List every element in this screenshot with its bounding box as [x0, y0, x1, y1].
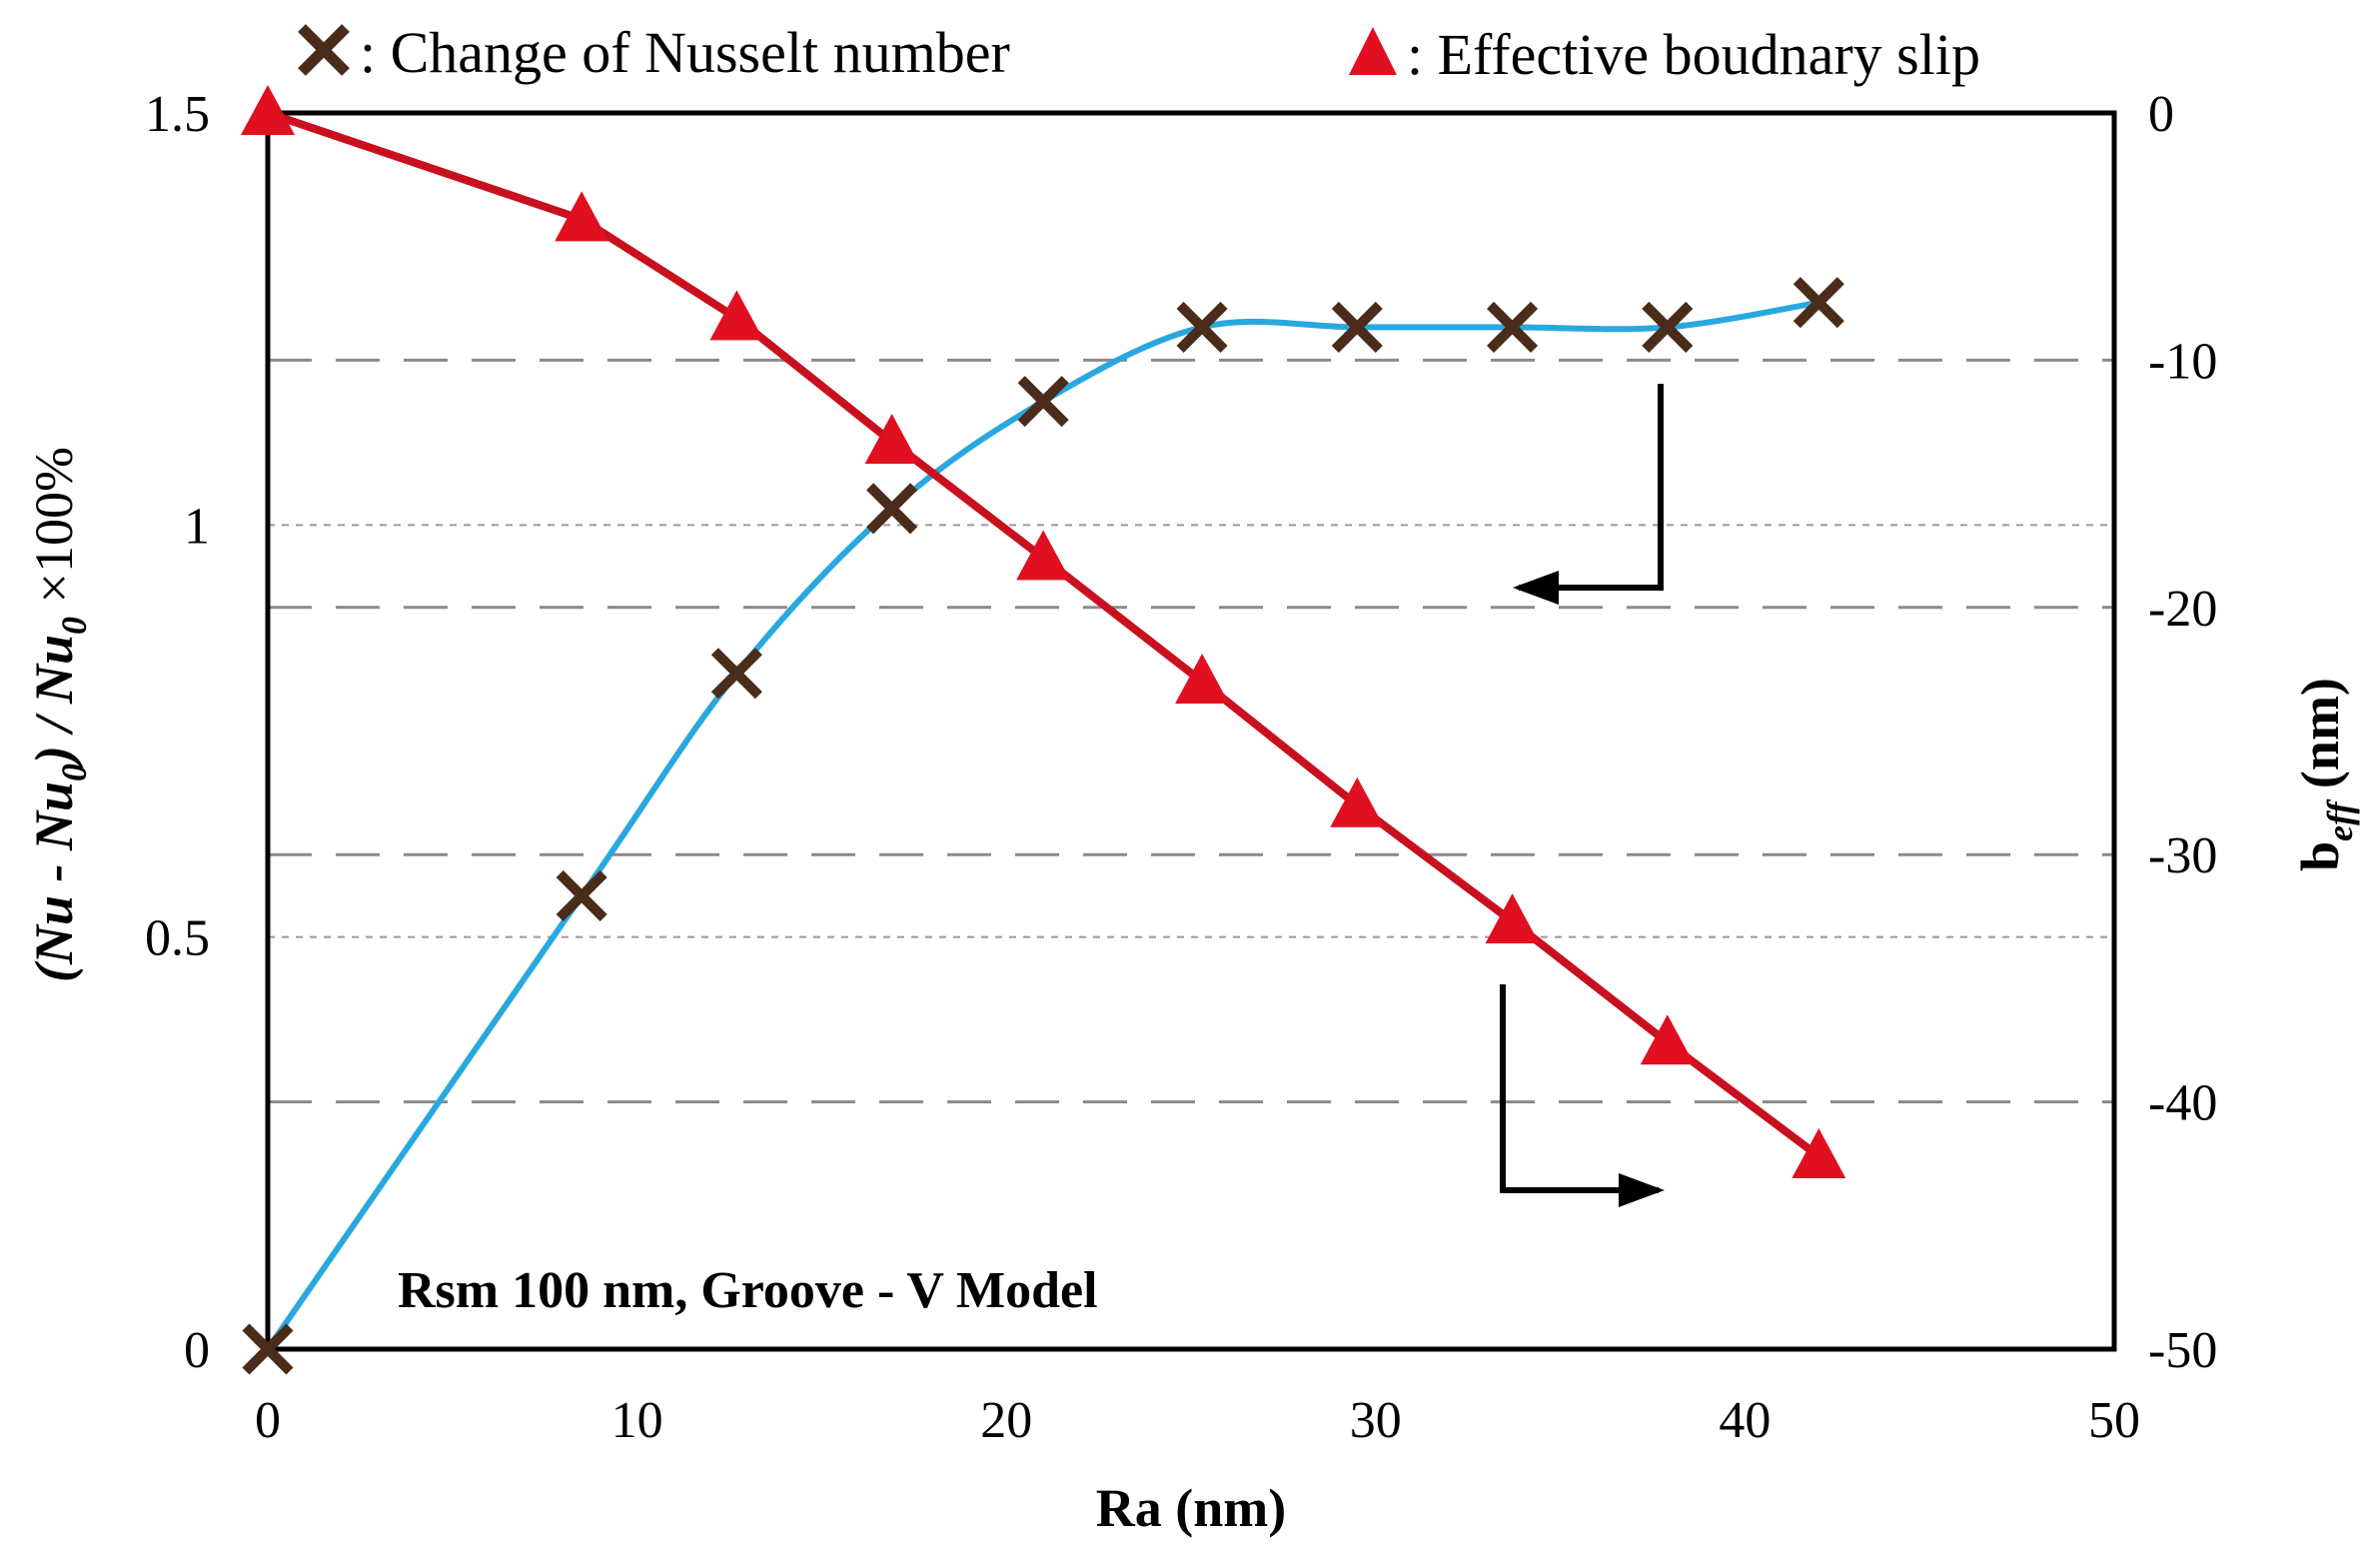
y-axis-label-left: (Nu - Nu0) / Nu0 ×100%	[24, 447, 94, 982]
nusselt-x-marker	[1642, 301, 1694, 353]
slip-triangle-marker	[1175, 654, 1230, 705]
legend-item-slip: : Effective boudnary slip	[1349, 22, 1980, 87]
plot-annotation: Rsm 100 nm, Groove - V Model	[398, 1262, 1098, 1319]
legend-item-nusselt: : Change of Nusselt number	[298, 20, 1010, 85]
plot-frame	[265, 110, 2117, 1352]
slip-triangle-marker	[1330, 777, 1385, 827]
x-tick-label: 20	[980, 1392, 1032, 1449]
y-left-tick-label: 1.5	[145, 86, 210, 143]
tick-labels: 0 10 20 30 40 50 0 0.5 1 1.5 0 -10 -20 -30 -40 -50	[145, 86, 2217, 1449]
slip-triangle-marker	[1791, 1128, 1846, 1179]
y-right-tick-label: -10	[2148, 333, 2217, 390]
gridlines	[268, 358, 2114, 1104]
y-left-tick-label: 0	[184, 1322, 210, 1379]
series-layer	[241, 85, 1846, 1375]
legend-label-slip: : Effective boudnary slip	[1407, 22, 1980, 87]
nusselt-x-marker	[242, 1323, 294, 1375]
arrow-to-left-axis-head	[1513, 571, 1559, 605]
nusselt-x-marker	[866, 483, 918, 535]
slip-triangle-marker	[1016, 530, 1071, 581]
slip-triangle-marker	[864, 414, 919, 465]
nusselt-x-marker	[1331, 301, 1383, 353]
x-axis-label: Ra (nm)	[1096, 1478, 1286, 1538]
x-marker-icon	[298, 24, 350, 76]
nusselt-x-marker	[1792, 277, 1844, 329]
y-left-tick-label: 0.5	[145, 910, 210, 967]
y-right-tick-label: -40	[2148, 1075, 2217, 1132]
arrow-to-left-axis	[1519, 384, 1664, 591]
nusselt-x-marker	[1487, 301, 1539, 353]
legend-label-nusselt: : Change of Nusselt number	[360, 20, 1010, 85]
x-tick-label: 50	[2088, 1392, 2140, 1449]
y-axis-label-right: beff (nm)	[2290, 678, 2360, 871]
y-right-tick-label: -20	[2148, 581, 2217, 638]
slip-triangle-marker	[709, 290, 764, 341]
arrow-to-right-axis-head	[1619, 1173, 1665, 1207]
slip-series-line	[266, 109, 1821, 1160]
slip-triangle-marker	[1485, 892, 1540, 943]
arrow-to-right-axis	[1500, 984, 1659, 1193]
y-right-tick-label: 0	[2148, 86, 2174, 143]
axis-pointer-arrows	[1500, 384, 1665, 1207]
y-right-tick-label: -50	[2148, 1322, 2217, 1379]
x-tick-label: 0	[255, 1392, 281, 1449]
nusselt-x-marker	[1017, 376, 1069, 428]
y-right-tick-label: -30	[2148, 827, 2217, 884]
legend: : Change of Nusselt number : Effective b…	[298, 20, 1980, 87]
x-tick-label: 10	[611, 1392, 663, 1449]
x-tick-label: 30	[1350, 1392, 1402, 1449]
slip-triangle-marker	[555, 191, 609, 242]
triangle-marker-icon	[1349, 27, 1397, 75]
nusselt-x-marker	[1176, 301, 1228, 353]
nusselt-x-marker	[556, 869, 607, 921]
slip-triangle-marker	[1640, 1014, 1695, 1065]
slip-triangle-marker	[241, 85, 295, 135]
y-left-tick-label: 1	[184, 498, 210, 555]
x-tick-label: 40	[1719, 1392, 1771, 1449]
nusselt-x-marker	[710, 648, 762, 700]
